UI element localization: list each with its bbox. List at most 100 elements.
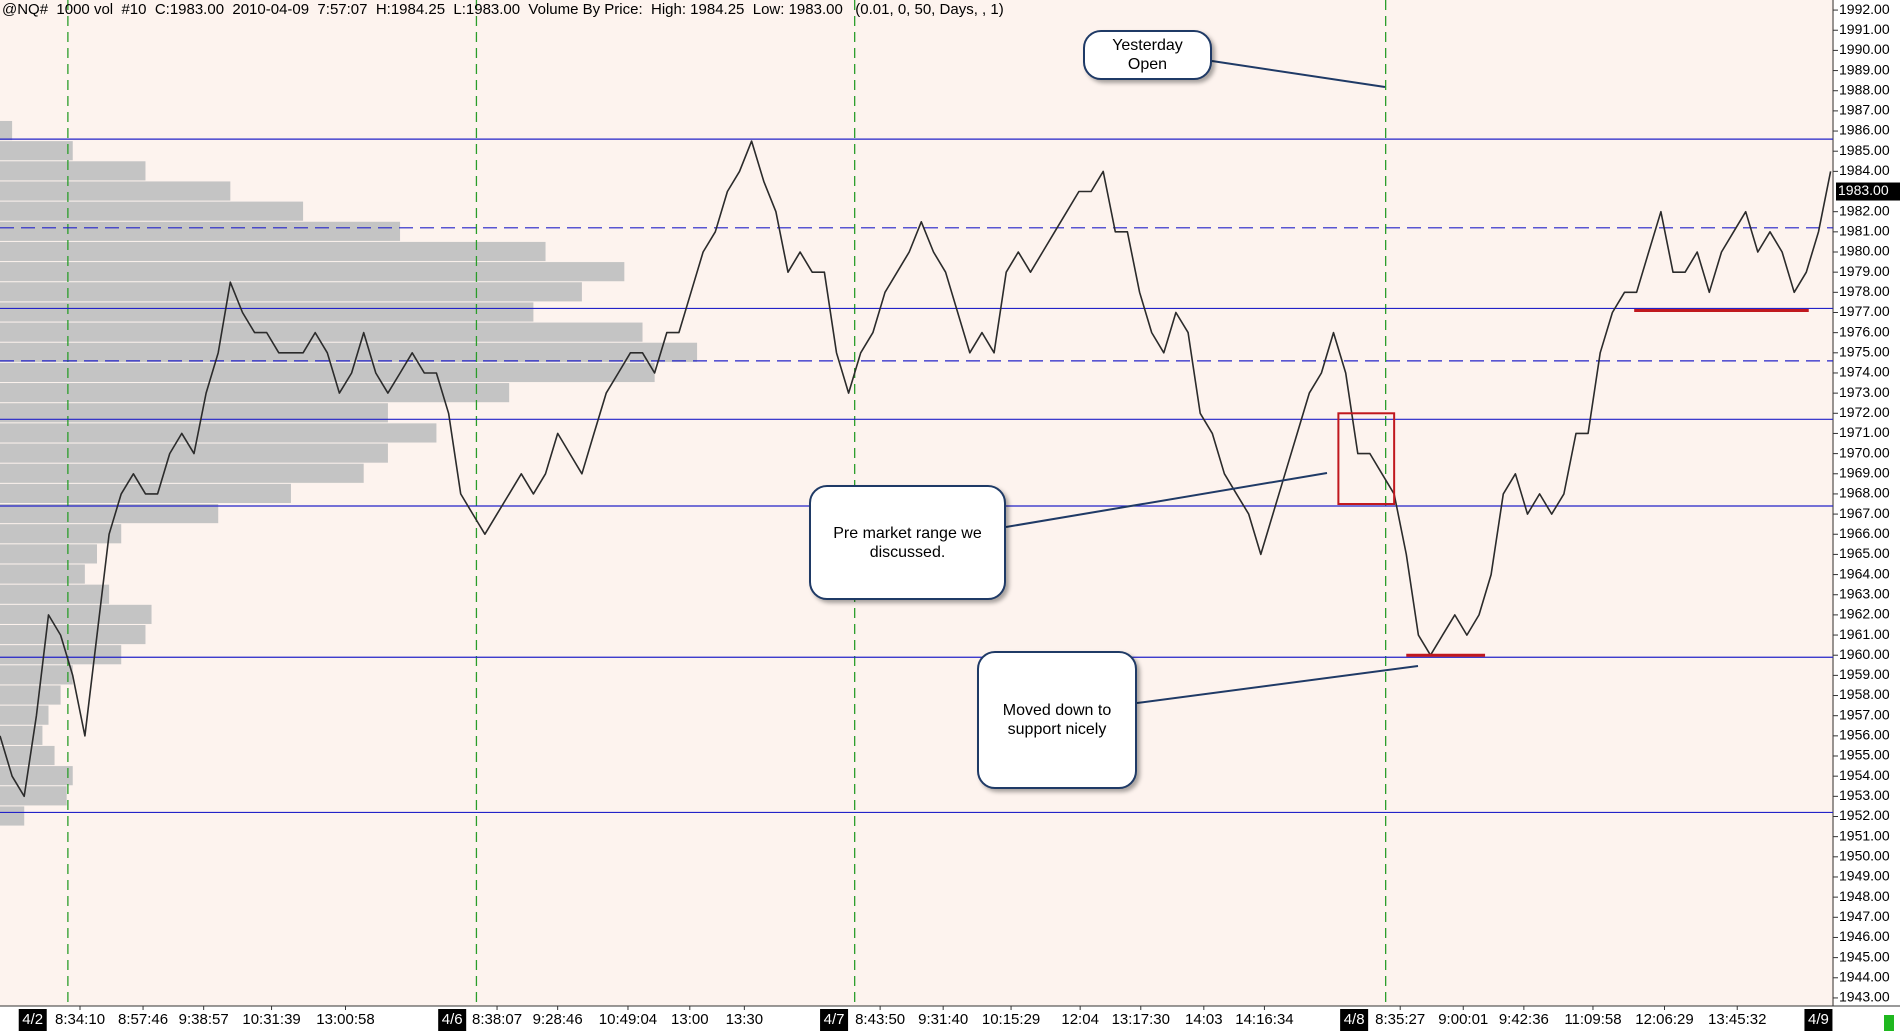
y-tick-label: 1959.00 <box>1839 666 1890 682</box>
date-box <box>820 1009 849 1031</box>
volume-bar <box>0 201 304 221</box>
y-tick-label: 1984.00 <box>1839 162 1890 178</box>
y-tick-label: 1956.00 <box>1839 727 1890 743</box>
last-price-label: 1983.00 <box>1838 182 1889 198</box>
y-tick-label: 1946.00 <box>1839 928 1890 944</box>
y-axis-panel <box>1834 0 1900 1033</box>
x-tick-label: 8:38:07 <box>472 1011 522 1028</box>
volume-bar <box>0 403 388 423</box>
callout: Yesterday Open <box>1083 30 1212 80</box>
callout-pointer <box>1005 472 1328 528</box>
x-tick-label: 10:15:29 <box>982 1011 1040 1028</box>
y-tick-label: 1986.00 <box>1839 122 1890 138</box>
price-line <box>0 140 1832 798</box>
x-tick-label: 12:06:29 <box>1635 1011 1693 1028</box>
volume-bar <box>0 423 437 443</box>
date-label: 4/7 <box>824 1011 845 1028</box>
y-tick-label: 1976.00 <box>1839 323 1890 339</box>
y-tick-label: 1972.00 <box>1839 404 1890 420</box>
y-tick-label: 1965.00 <box>1839 545 1890 561</box>
plot <box>0 0 1833 1006</box>
date-box <box>1340 1009 1369 1031</box>
callout: Pre market range we discussed. <box>809 485 1006 600</box>
x-tick-label: 8:43:50 <box>855 1011 905 1028</box>
volume-bar <box>0 302 534 322</box>
y-tick-label: 1950.00 <box>1839 848 1890 864</box>
volume-bar <box>0 745 55 766</box>
y-tick-label: 1968.00 <box>1839 485 1890 501</box>
y-tick-label: 1953.00 <box>1839 787 1890 803</box>
y-tick-label: 1966.00 <box>1839 525 1890 541</box>
y-tick-label: 1948.00 <box>1839 888 1890 904</box>
y-tick-label: 1961.00 <box>1839 626 1890 642</box>
y-tick-label: 1958.00 <box>1839 686 1890 702</box>
volume-bar <box>0 504 219 524</box>
y-tick-label: 1987.00 <box>1839 102 1890 118</box>
status-indicator <box>1884 1015 1894 1031</box>
volume-bar <box>0 322 643 342</box>
y-tick-label: 1951.00 <box>1839 827 1890 843</box>
volume-bar <box>0 705 49 725</box>
volume-bar <box>0 463 364 483</box>
y-tick-label: 1977.00 <box>1839 303 1890 319</box>
x-tick-label: 9:31:40 <box>918 1011 968 1028</box>
date-label: 4/8 <box>1344 1011 1365 1028</box>
x-tick-label: 10:31:39 <box>242 1011 300 1028</box>
x-tick-label: 12:04 <box>1061 1011 1099 1028</box>
volume-bar <box>0 362 655 383</box>
y-tick-label: 1969.00 <box>1839 464 1890 480</box>
y-tick-label: 1970.00 <box>1839 444 1890 460</box>
y-tick-label: 1973.00 <box>1839 384 1890 400</box>
volume-bar <box>0 685 61 705</box>
date-label: 4/2 <box>22 1011 43 1028</box>
date-label: 4/9 <box>1808 1011 1829 1028</box>
x-tick-label: 13:45:32 <box>1708 1011 1766 1028</box>
volume-bar <box>0 241 546 262</box>
volume-bar <box>0 221 401 241</box>
volume-bar <box>0 342 698 362</box>
y-tick-label: 1989.00 <box>1839 61 1890 77</box>
volume-bar <box>0 604 152 624</box>
y-tick-label: 1947.00 <box>1839 908 1890 924</box>
volume-bar <box>0 645 122 665</box>
volume-bar <box>0 766 73 786</box>
y-tick-label: 1944.00 <box>1839 968 1890 984</box>
y-tick-label: 1981.00 <box>1839 223 1890 239</box>
date-box <box>438 1009 467 1031</box>
y-tick-label: 1955.00 <box>1839 747 1890 763</box>
volume-bar <box>0 141 73 161</box>
x-tick-label: 8:57:46 <box>118 1011 168 1028</box>
date-label: 4/6 <box>442 1011 463 1028</box>
date-box <box>1804 1009 1833 1031</box>
x-axis-panel <box>0 1006 1900 1033</box>
y-tick-label: 1960.00 <box>1839 646 1890 662</box>
x-tick-label: 13:17:30 <box>1112 1011 1170 1028</box>
x-tick-label: 9:28:46 <box>533 1011 583 1028</box>
volume-bar <box>0 725 43 745</box>
volume-bar <box>0 564 85 584</box>
y-tick-label: 1990.00 <box>1839 41 1890 57</box>
y-tick-label: 1952.00 <box>1839 807 1890 823</box>
x-tick-label: 13:00 <box>671 1011 709 1028</box>
x-tick-label: 8:34:10 <box>55 1011 105 1028</box>
y-tick-label: 1980.00 <box>1839 243 1890 259</box>
volume-bar <box>0 624 146 645</box>
x-tick-label: 14:16:34 <box>1235 1011 1293 1028</box>
y-tick-label: 1978.00 <box>1839 283 1890 299</box>
y-tick-label: 1945.00 <box>1839 948 1890 964</box>
y-tick-label: 1943.00 <box>1839 989 1890 1005</box>
x-tick-label: 8:35:27 <box>1375 1011 1425 1028</box>
volume-bar <box>0 262 625 282</box>
y-tick-label: 1964.00 <box>1839 565 1890 581</box>
x-tick-label: 13:00:58 <box>316 1011 374 1028</box>
y-tick-label: 1992.00 <box>1839 1 1890 17</box>
y-tick-label: 1967.00 <box>1839 505 1890 521</box>
callout: Moved down to support nicely <box>977 651 1137 789</box>
y-tick-label: 1974.00 <box>1839 364 1890 380</box>
y-tick-label: 1957.00 <box>1839 706 1890 722</box>
x-tick-label: 10:49:04 <box>599 1011 657 1028</box>
volume-bar <box>0 584 110 604</box>
y-tick-label: 1988.00 <box>1839 81 1890 97</box>
